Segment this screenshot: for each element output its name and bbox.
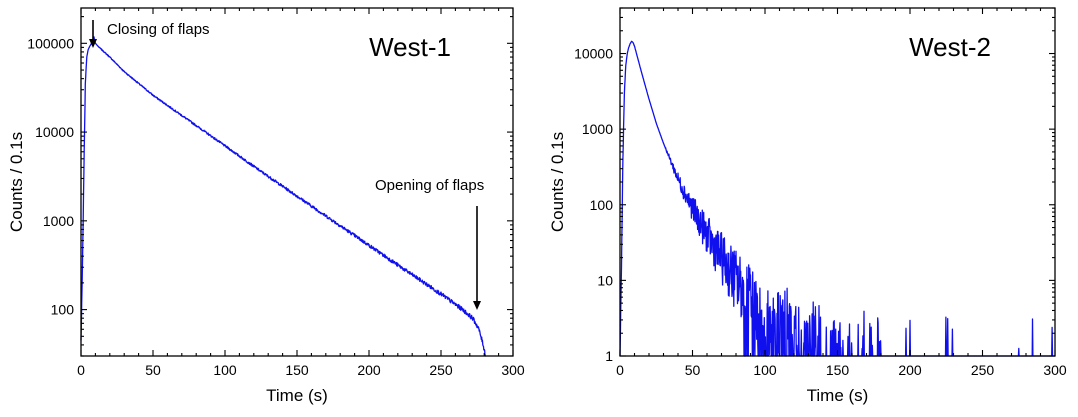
y-tick-label: 10000 [574,46,613,62]
x-tick-label: 250 [429,362,453,378]
x-tick-label: 300 [501,362,525,378]
chart-title: West-1 [369,32,451,62]
annotation-label: Opening of flaps [375,177,484,194]
series-line [619,40,1056,357]
x-tick-label: 100 [213,362,237,378]
x-axis-label: Time (s) [807,386,869,405]
y-tick-label: 1000 [582,121,613,137]
annotation-arrowhead [473,301,481,310]
x-tick-label: 250 [971,362,995,378]
x-tick-label: 200 [357,362,381,378]
chart-west-1: 0 50 100 150 200 250 300 100 1000 10000 100000 Time… [7,7,525,405]
y-tick-label: 10 [597,272,613,288]
x-axis-label: Time (s) [266,386,328,405]
y-tick-label: 100000 [27,35,74,51]
x-tick-label: 300 [1043,362,1067,378]
y-axis-label: Counts / 0.1s [548,132,567,232]
y-tick-label: 100 [51,302,75,318]
y-tick-label: 1 [605,348,613,364]
x-tick-label: 50 [145,362,161,378]
x-tick-label: 0 [77,362,85,378]
x-tick-label: 150 [826,362,850,378]
chart-west-2: 0 50 100 150 200 250 300 1 10 100 1000 10000 Time (s… [548,7,1067,405]
x-tick-label: 0 [616,362,624,378]
y-tick-label: 10000 [35,124,74,140]
x-tick-label: 200 [898,362,922,378]
chart-title: West-2 [909,32,991,62]
x-tick-label: 100 [753,362,777,378]
x-tick-label: 150 [285,362,309,378]
y-axis-label: Counts / 0.1s [7,132,26,232]
series-line [80,36,486,357]
y-tick-label: 1000 [43,213,74,229]
annotation-arrowhead [89,39,97,48]
y-tick-label: 100 [590,197,614,213]
annotation-label: Closing of flaps [107,21,210,38]
x-tick-label: 50 [685,362,701,378]
